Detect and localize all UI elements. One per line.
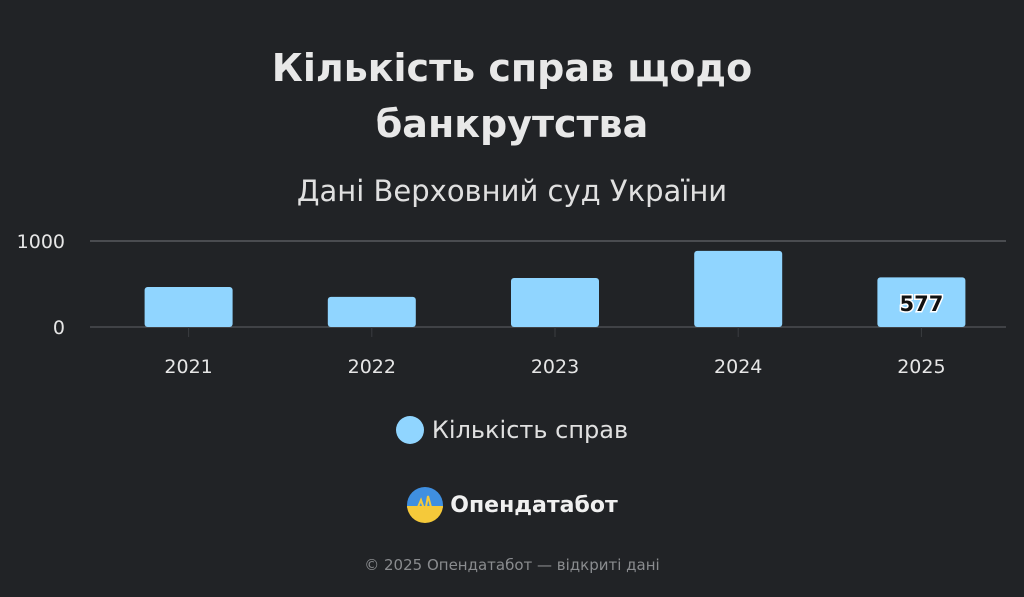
bar-2023 xyxy=(511,277,599,327)
legend[interactable]: Кількість справ xyxy=(0,416,1024,444)
chart-subtitle: Дані Верховний суд України xyxy=(296,174,728,208)
x-tick-label: 2021 xyxy=(164,356,212,378)
legend-marker-icon xyxy=(395,416,424,444)
bar-2025 xyxy=(877,277,966,327)
y-tick-label: 1000 xyxy=(17,231,65,253)
footer: © 2025 Опендатабот — відкриті дані xyxy=(364,556,660,574)
y-tick-label: 0 xyxy=(53,317,65,339)
data-label: 577 xyxy=(899,292,943,316)
legend-label: Кількість справ xyxy=(431,416,629,444)
bar-chart: 0 1000 2021 2022 2023 2024 2025 577 xyxy=(17,231,1006,378)
brand-name: Опендатабот xyxy=(450,492,618,518)
opendatabot-logo-icon xyxy=(407,487,444,523)
bar-2024 xyxy=(694,250,783,327)
chart-title-line-1: Кількість справ щодо xyxy=(271,46,753,90)
x-tick-label: 2023 xyxy=(531,356,579,378)
x-tick-label: 2022 xyxy=(348,356,396,378)
bar-2021 xyxy=(144,287,233,327)
x-tick-label: 2025 xyxy=(897,356,945,378)
brand: Опендатабот xyxy=(0,486,1024,524)
chart-title: Кількість справ щодо банкрутства xyxy=(0,40,1024,152)
x-tick-label: 2024 xyxy=(714,356,762,378)
chart-title-line-2: банкрутства xyxy=(375,102,649,146)
bar-2022 xyxy=(327,296,416,327)
